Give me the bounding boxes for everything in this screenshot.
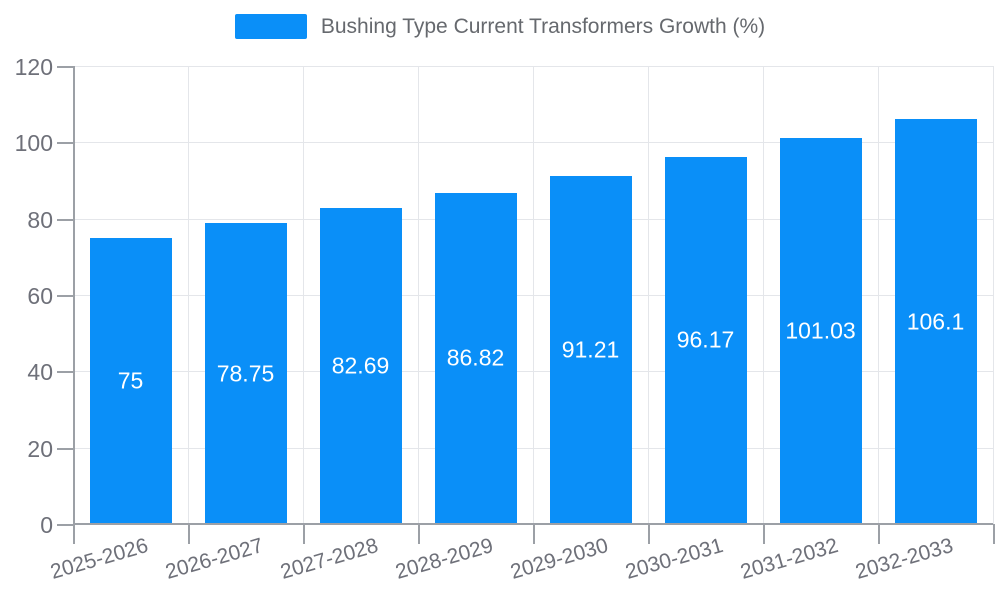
bar-value-label: 106.1 [906,308,965,335]
bar[interactable] [779,138,862,524]
bar[interactable] [319,208,402,524]
x-axis-tick [533,524,535,544]
y-axis-tick-label: 60 [27,283,53,309]
x-axis-tick [73,524,75,544]
gridline-vertical [418,66,419,524]
y-axis-tick-label: 100 [14,130,53,156]
x-axis-tick [188,524,190,544]
gridline-vertical [533,66,534,524]
legend-swatch [234,14,307,39]
y-axis-tick-label: 80 [27,207,53,233]
gridline-vertical [188,66,189,524]
x-axis-tick-label: 2031-2032 [737,534,841,584]
bar-value-label: 91.21 [561,336,620,363]
x-axis-tick [878,524,880,544]
bar[interactable] [664,156,747,524]
bar-value-label: 101.03 [785,317,856,344]
x-axis-tick-label: 2027-2028 [277,534,381,584]
y-axis-tick [57,524,73,526]
y-axis-tick-label: 120 [14,54,53,80]
y-axis-tick-label: 40 [27,359,53,385]
bar[interactable] [89,237,172,524]
bar-value-label: 75 [117,367,144,394]
bar-value-label: 78.75 [216,360,275,387]
y-axis-tick [57,371,73,373]
gridline-vertical [993,66,994,524]
x-axis-tick [418,524,420,544]
x-axis-tick-label: 2032-2033 [852,534,956,584]
bar-value-label: 96.17 [676,326,735,353]
y-axis-tick-label: 0 [40,512,53,538]
bar-value-label: 82.69 [331,352,390,379]
bar[interactable] [894,119,977,524]
x-axis-tick [993,524,995,544]
y-axis-tick [57,448,73,450]
bar[interactable] [204,223,287,524]
x-axis-tick-label: 2029-2030 [507,534,611,584]
x-axis-tick-label: 2030-2031 [622,534,726,584]
x-axis-tick [763,524,765,544]
x-axis-tick-label: 2026-2027 [162,534,266,584]
gridline-vertical [648,66,649,524]
gridline-vertical [763,66,764,524]
y-axis-tick [57,219,73,221]
y-axis-tick [57,66,73,68]
gridline-vertical [878,66,879,524]
y-axis-tick-label: 20 [27,436,53,462]
bar[interactable] [434,192,517,524]
x-axis-tick [303,524,305,544]
legend-item[interactable]: Bushing Type Current Transformers Growth… [0,14,1000,39]
y-axis-tick [57,295,73,297]
bar-value-label: 86.82 [446,344,505,371]
x-axis-tick-label: 2025-2026 [47,534,151,584]
bar[interactable] [549,175,632,524]
x-axis-tick-label: 2028-2029 [392,534,496,584]
x-axis-line [73,523,993,525]
y-axis-line [73,66,75,524]
y-axis-tick [57,142,73,144]
legend-label: Bushing Type Current Transformers Growth… [320,15,766,38]
x-axis-tick [648,524,650,544]
gridline-vertical [303,66,304,524]
